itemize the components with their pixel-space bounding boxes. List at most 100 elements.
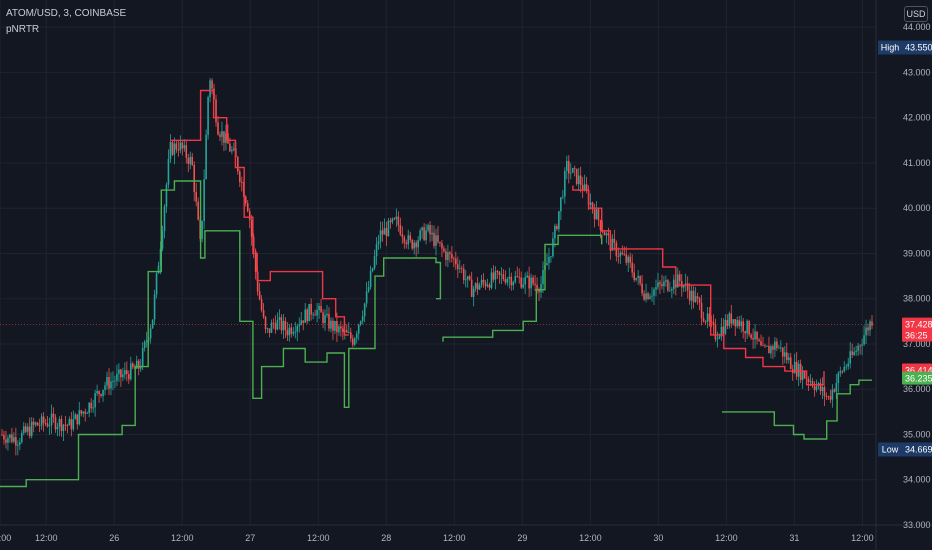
candle-body	[401, 234, 404, 238]
resistance-line	[572, 185, 825, 386]
y-tick-label: 36.000	[903, 384, 931, 394]
candle-body	[272, 322, 275, 324]
candle-body	[383, 228, 386, 235]
candle-body	[768, 345, 770, 354]
green-value-tag: 36.235	[902, 371, 932, 385]
candle-body	[595, 209, 598, 220]
candle-body	[5, 439, 7, 443]
candle-body	[522, 284, 524, 288]
candle-body	[669, 290, 671, 292]
indicator-title[interactable]: pNRTR	[6, 24, 40, 35]
candle-body	[843, 366, 846, 372]
candle-body	[599, 220, 602, 231]
candle-body	[349, 332, 352, 339]
candle-body	[324, 315, 326, 324]
tag-price-box	[902, 40, 932, 55]
symbol-title[interactable]: ATOM/USD, 3, COINBASE	[6, 8, 127, 19]
candle-body	[819, 383, 822, 392]
candle-body	[453, 258, 455, 260]
candle-body	[710, 320, 713, 322]
candle-body	[254, 250, 257, 272]
candle-body	[348, 332, 350, 333]
candle-body	[417, 240, 419, 248]
candle-body	[692, 290, 695, 303]
x-axis[interactable]: 12:00 12:00 26 12:00 27 12:00 28 12:00 29 12:00 30…	[0, 533, 874, 543]
x-tick-label: 31	[789, 533, 799, 543]
candle-body	[526, 275, 528, 278]
candle-body	[583, 184, 586, 191]
candle-body	[48, 425, 51, 427]
x-tick-label: 12:00	[307, 533, 330, 543]
candle-body	[193, 165, 196, 193]
candle-body	[829, 396, 832, 400]
candle-body	[56, 426, 59, 430]
candle-body	[706, 313, 709, 323]
candle-body	[690, 290, 693, 301]
candle-body	[722, 326, 725, 334]
candle-body	[421, 227, 423, 231]
candle-body	[823, 387, 826, 397]
candle-body	[480, 279, 483, 286]
candle-body	[585, 184, 588, 192]
candle-body	[128, 374, 130, 380]
candle-body	[746, 320, 748, 334]
candle-body	[225, 133, 227, 143]
candle-body	[782, 347, 784, 357]
candle-body	[106, 377, 108, 386]
candle-body	[126, 370, 128, 375]
candle-body	[250, 220, 253, 237]
candle-body	[770, 346, 772, 354]
candle-body	[425, 230, 427, 241]
candle-body	[793, 361, 796, 374]
candle-body	[655, 287, 657, 290]
candle-body	[569, 172, 572, 174]
candle-body	[189, 156, 192, 164]
candle-body	[500, 274, 503, 276]
candle-body	[54, 417, 57, 430]
candle-body	[167, 158, 170, 185]
candle-body	[534, 283, 536, 285]
candle-body	[363, 303, 366, 317]
candle-body	[437, 235, 439, 242]
candle-body	[787, 357, 790, 361]
candle-body	[389, 220, 392, 223]
candle-body	[490, 272, 493, 288]
candle-body	[359, 321, 362, 325]
candle-body	[623, 254, 626, 255]
candle-body	[661, 284, 663, 287]
candle-body	[183, 145, 186, 149]
candle-body	[607, 233, 610, 236]
x-tick-label: 12:00	[715, 533, 738, 543]
candle-body	[13, 437, 15, 442]
candle-body	[466, 276, 469, 280]
candle-body	[593, 209, 596, 220]
candle-body	[377, 241, 380, 245]
candle-body	[205, 134, 207, 180]
candle-body	[639, 276, 641, 284]
candle-body	[571, 168, 574, 173]
candle-body	[801, 371, 804, 381]
candle-body	[671, 288, 673, 291]
candle-body	[197, 201, 199, 220]
candle-body	[651, 295, 653, 297]
y-axis[interactable]: 33.000 34.000 35.000 36.000 37.000 38.000 39.0…	[903, 22, 931, 530]
candle-body	[282, 320, 285, 331]
currency-badge[interactable]: USD	[904, 6, 928, 22]
candle-body	[720, 326, 723, 337]
value-tag-price: 36.235	[905, 374, 932, 384]
candle-body	[780, 347, 782, 349]
candle-body	[686, 283, 689, 291]
candle-body	[131, 363, 134, 368]
candle-body	[833, 389, 836, 392]
candle-body	[532, 277, 534, 284]
candle-body	[657, 282, 659, 288]
candle-body	[318, 305, 320, 311]
candle-body	[857, 345, 859, 351]
x-tick-label: 12:00	[171, 533, 194, 543]
candle-body	[445, 251, 447, 260]
candle-body	[841, 371, 844, 373]
candle-body	[785, 352, 788, 361]
candle-body	[302, 320, 305, 323]
y-tick-label: 42.000	[903, 113, 931, 123]
